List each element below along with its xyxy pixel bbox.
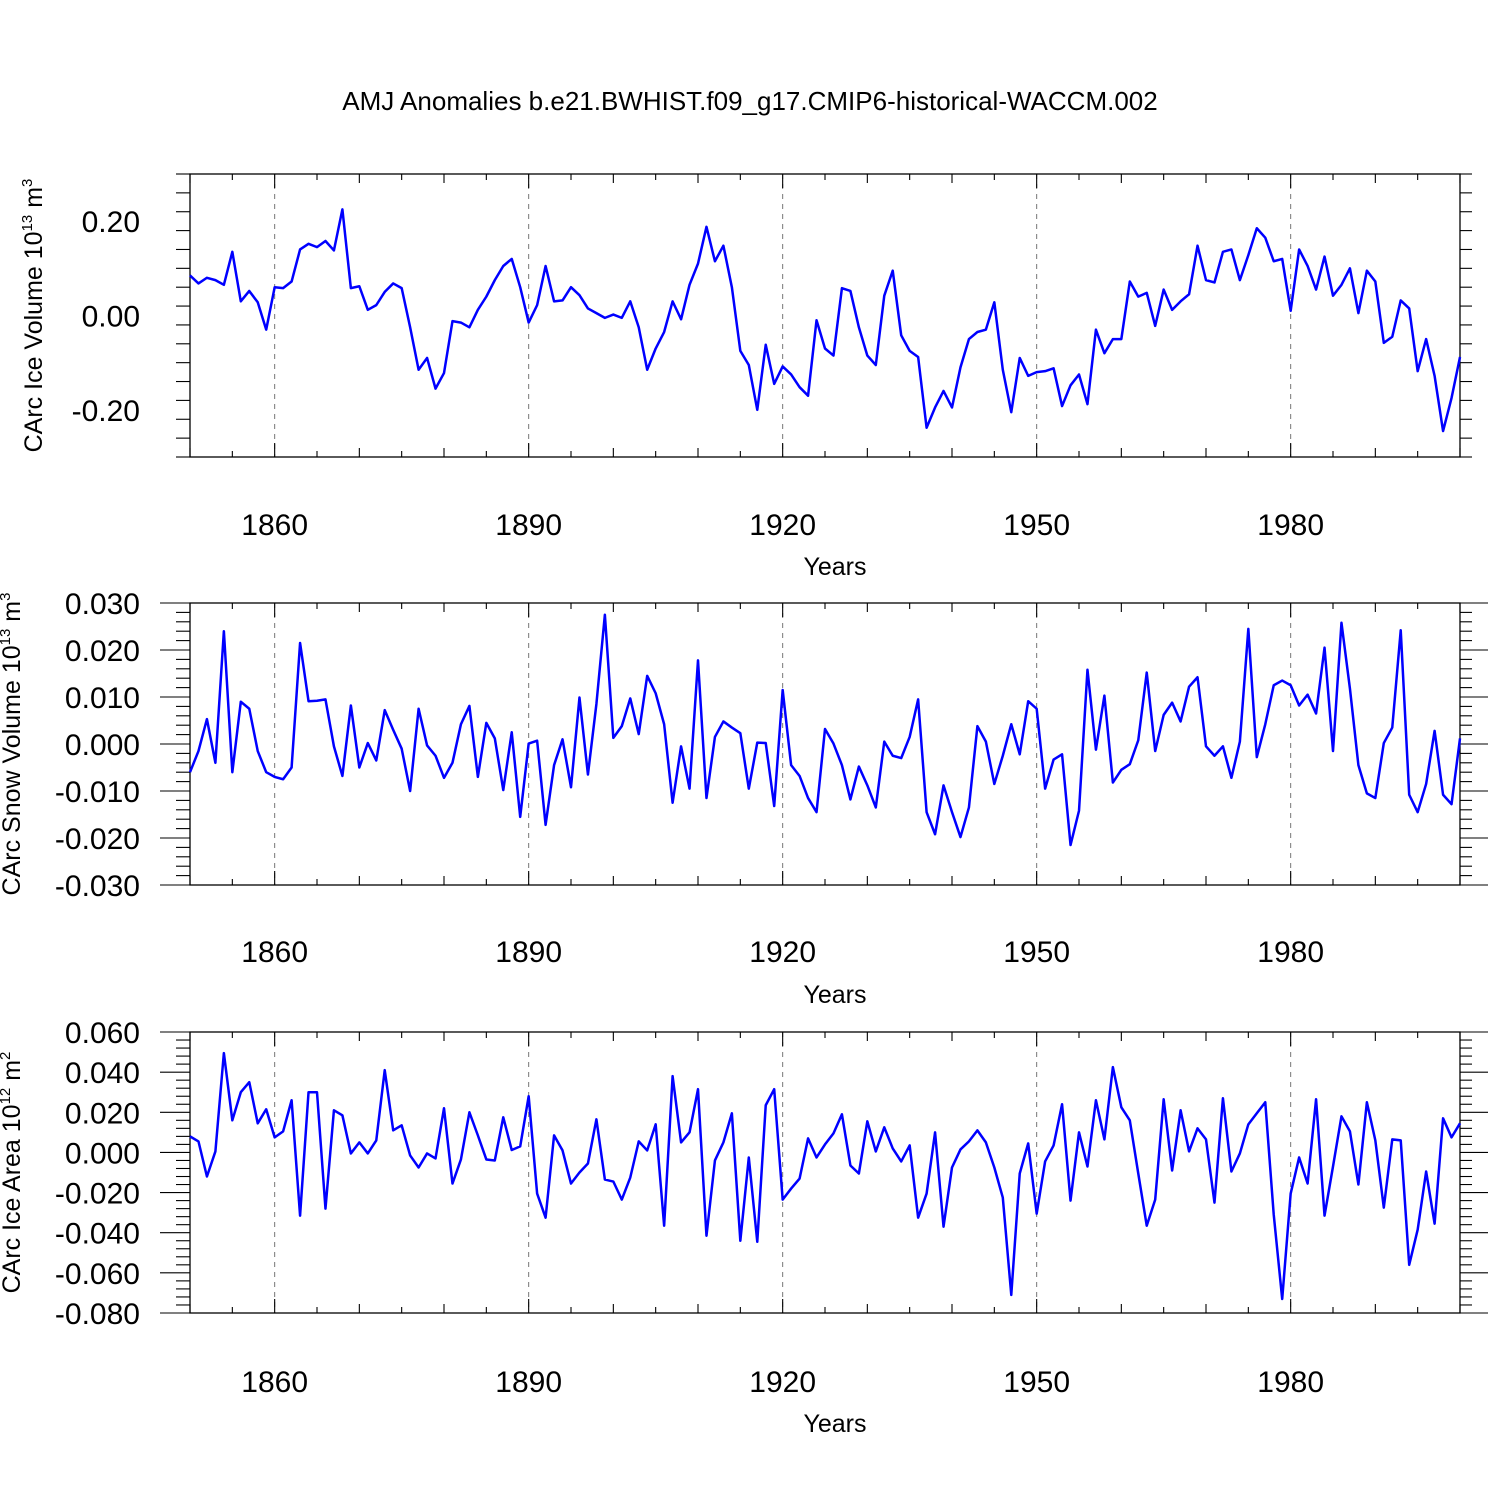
y-tick-label: 0.020 [65, 635, 140, 668]
series-line [189, 1051, 1462, 1301]
chart-panel-1: 1860 1890 1920 1950 1980 0.20 0.00 -0.20 Years CA… [19, 173, 1472, 581]
x-tick-label: 1860 [241, 936, 308, 969]
y-tick-label: 0.000 [65, 729, 140, 762]
x-tick-label: 1860 [241, 1366, 308, 1399]
x-tick-label: 1890 [495, 509, 562, 542]
y-tick-label: -0.020 [55, 1178, 140, 1211]
x-tick-label: 1980 [1257, 1366, 1324, 1399]
y-label-exponent: 3 [0, 593, 14, 601]
x-axis-label: Years [803, 1410, 866, 1438]
x-tick-label: 1980 [1257, 509, 1324, 542]
x-tick-label: 1950 [1003, 936, 1070, 969]
y-axis-label: CArc Ice Area 1012 m2 [0, 1052, 26, 1294]
y-label-text: m [0, 601, 26, 629]
y-label-text: m [20, 187, 48, 215]
y-tick-label: 0.000 [65, 1137, 140, 1170]
y-tick-label: 0.020 [65, 1097, 140, 1130]
y-tick-label: 0.20 [82, 206, 140, 239]
y-tick-label: 0.010 [65, 682, 140, 715]
y-axis-label: CArc Snow Volume 1013 m3 [0, 593, 26, 896]
y-tick-label: -0.040 [55, 1218, 140, 1251]
y-label-exponent: 2 [0, 1052, 14, 1060]
y-tick-label: -0.020 [55, 823, 140, 856]
y-label-text: CArc Ice Volume 10 [20, 231, 48, 452]
y-axis-label: CArc Ice Volume 1013 m3 [19, 179, 48, 453]
y-label-exponent: 12 [0, 1088, 14, 1105]
y-tick-label: -0.060 [55, 1258, 140, 1291]
x-tick-label: 1920 [749, 1366, 816, 1399]
y-label-text: CArc Ice Area 10 [0, 1104, 26, 1293]
x-tick-label: 1950 [1003, 1366, 1070, 1399]
x-axis-label: Years [803, 981, 866, 1009]
y-tick-label: -0.030 [55, 870, 140, 903]
panels: 1860 1890 1920 1950 1980 0.20 0.00 -0.20 Years CA… [0, 173, 1488, 1438]
y-tick-label: -0.080 [55, 1298, 140, 1331]
x-tick-label: 1890 [495, 936, 562, 969]
x-tick-label: 1860 [241, 509, 308, 542]
plot-frame [189, 173, 1461, 458]
y-tick-label: 0.00 [82, 301, 140, 334]
y-label-text: m [0, 1060, 26, 1088]
series-line [189, 208, 1462, 433]
x-axis-label: Years [803, 553, 866, 581]
y-tick-label: -0.20 [72, 395, 140, 428]
y-label-exponent: 3 [19, 179, 36, 187]
y-tick-label: 0.040 [65, 1057, 140, 1090]
y-tick-label: 0.060 [65, 1017, 140, 1050]
x-tick-label: 1920 [749, 509, 816, 542]
chart-panel-2: 1860 1890 1920 1950 1980 0.030 0.020 0.010 0.000… [0, 588, 1488, 1009]
y-tick-label: -0.010 [55, 776, 140, 809]
y-label-exponent: 13 [0, 629, 14, 646]
y-label-text: CArc Snow Volume 10 [0, 645, 26, 895]
x-tick-label: 1950 [1003, 509, 1070, 542]
plot-frame [189, 602, 1461, 886]
x-tick-label: 1890 [495, 1366, 562, 1399]
x-tick-label: 1980 [1257, 936, 1324, 969]
chart-title: AMJ Anomalies b.e21.BWHIST.f09_g17.CMIP6… [342, 86, 1157, 116]
plot-frame [189, 1031, 1461, 1314]
y-label-exponent: 13 [19, 215, 36, 232]
x-tick-label: 1920 [749, 936, 816, 969]
series-line [188, 613, 1462, 847]
y-tick-label: 0.030 [65, 588, 140, 621]
chart-panel-3: 1860 1890 1920 1950 1980 0.060 0.040 0.020 0.000… [0, 1017, 1488, 1438]
